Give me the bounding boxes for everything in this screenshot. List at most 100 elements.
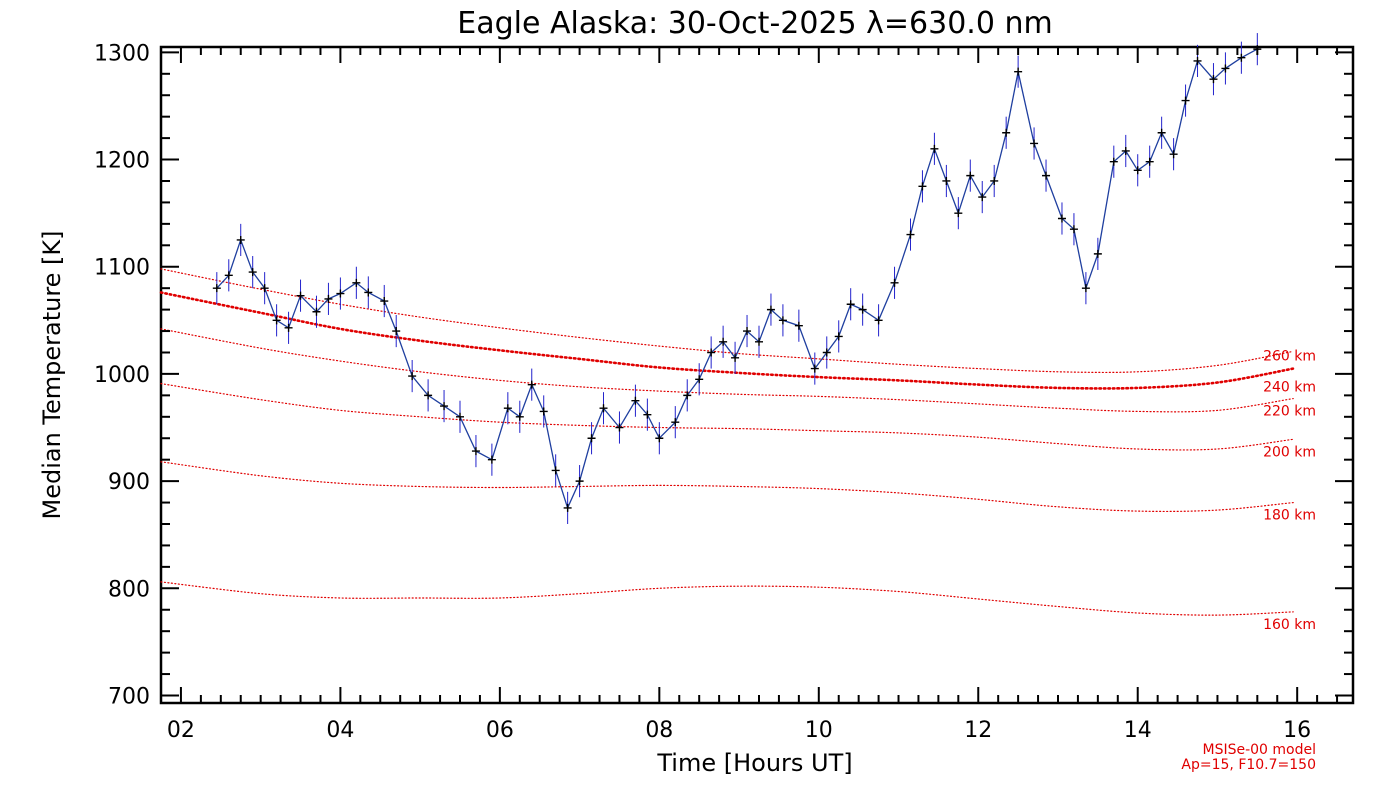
data-point [890,278,899,287]
data-point [918,182,927,191]
data-point [1081,284,1090,293]
data-point [248,268,257,277]
data-point [978,193,987,202]
x-tick-label: 10 [805,718,833,743]
measurement-series [212,33,1262,524]
data-point [743,327,752,336]
data-point [966,171,975,180]
model-curve-160km [160,581,1294,616]
data-point [778,316,787,325]
data-point [1237,53,1246,62]
data-point [272,316,281,325]
data-point [487,455,496,464]
data-point [695,375,704,384]
model-curve-200km [160,383,1294,451]
data-point [1133,166,1142,175]
model-label-220km: 220 km [1263,404,1316,420]
data-point [587,434,596,443]
data-point [1145,157,1154,166]
data-point [224,271,233,280]
plot-frame [159,45,1355,705]
y-tick-label: 800 [108,577,150,602]
data-point [731,353,740,362]
data-point [440,402,449,411]
data-point [563,503,572,512]
data-point [1209,75,1218,84]
data-point [324,294,333,303]
data-point [1193,56,1202,65]
y-tick-label: 1000 [94,363,150,388]
data-point [1181,96,1190,105]
data-point [942,176,951,185]
y-tick-label: 1200 [94,149,150,174]
x-tick-label: 06 [486,718,514,743]
model-label-200km: 200 km [1263,444,1316,460]
data-point [655,434,664,443]
model-note-name: MSISe-00 model [1202,742,1316,758]
y-tick-label: 700 [108,684,150,709]
y-tick-label: 1100 [94,256,150,281]
data-point [352,278,361,287]
data-point [671,418,680,427]
data-point [810,364,819,373]
data-point [766,305,775,314]
data-point [1169,150,1178,159]
data-point [990,176,999,185]
data-point [336,289,345,298]
data-point [1109,157,1118,166]
data-point [683,391,692,400]
y-tick-label: 900 [108,470,150,495]
x-tick-label: 12 [964,718,992,743]
data-point [1069,225,1078,234]
data-point [503,404,512,413]
axis-ticks: 02 04 06 08 10 12 14 16 700 800 900 1000 1100 1200 130… [94,41,1353,743]
data-point [1002,128,1011,137]
x-tick-label: 08 [645,718,673,743]
data-point [874,316,883,325]
model-curve-220km [160,328,1294,413]
data-point [631,396,640,405]
model-label-180km: 180 km [1263,508,1316,524]
data-point [527,380,536,389]
data-point [380,297,389,306]
x-tick-label: 04 [326,718,354,743]
data-point [1057,214,1066,223]
data-point [1121,146,1130,155]
data-point [822,348,831,357]
data-point [455,412,464,421]
model-curves: 160 km 180 km 200 km 220 km 240 km 260 km [159,268,1316,633]
data-point [794,321,803,330]
model-curve-180km [160,461,1294,513]
data-point [1221,64,1230,73]
model-label-240km: 240 km [1263,380,1316,396]
data-point [930,144,939,153]
data-point [643,410,652,419]
data-point [515,412,524,421]
data-point [364,288,373,297]
data-point [575,477,584,486]
model-curve-260km [160,268,1294,374]
x-tick-label: 14 [1124,718,1152,743]
y-tick-label: 1300 [94,41,150,66]
data-point [906,230,915,239]
x-tick-label: 16 [1283,718,1311,743]
data-point [471,447,480,456]
data-point [834,332,843,341]
data-point [296,291,305,300]
data-point [858,305,867,314]
data-point [1030,139,1039,148]
data-point [260,284,269,293]
chart-title: Eagle Alaska: 30-Oct-2025 λ=630.0 nm [457,6,1052,41]
data-point [615,423,624,432]
data-point [212,284,221,293]
data-point [1042,171,1051,180]
data-point [846,300,855,309]
data-point [312,307,321,316]
data-point [707,348,716,357]
x-tick-label: 02 [167,718,195,743]
data-point [1157,128,1166,137]
x-axis-label: Time [Hours UT] [656,749,852,777]
model-curve-240km [159,291,1295,390]
data-point [599,404,608,413]
